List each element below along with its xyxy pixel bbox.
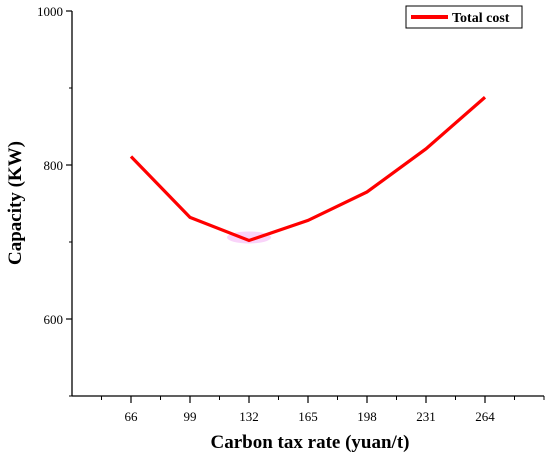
x-tick-label: 165	[298, 409, 318, 424]
y-axis-title: Capacity (KW)	[5, 141, 26, 265]
series-line	[129, 96, 487, 243]
x-tick-label: 231	[416, 409, 436, 424]
legend-box	[405, 5, 523, 29]
x-axis-title: Carbon tax rate (yuan/t)	[211, 432, 410, 453]
plot-area: 66 99 132 165 198 231 264 600 800 1000	[37, 4, 545, 424]
legend-label: Total cost	[452, 11, 510, 26]
x-tick-label: 99	[184, 409, 197, 424]
y-tick-label: 800	[44, 158, 64, 173]
x-ticks: 66 99 132 165 198 231 264	[101, 396, 545, 424]
y-ticks: 600 800 1000	[37, 4, 72, 397]
x-tick-label: 132	[239, 409, 259, 424]
x-tick-label: 66	[125, 409, 139, 424]
y-tick-label: 600	[44, 312, 64, 327]
x-tick-label: 198	[357, 409, 377, 424]
y-tick-label: 1000	[37, 4, 63, 19]
legend: Total cost	[405, 5, 523, 29]
series-layer	[129, 96, 487, 243]
x-tick-label: 264	[475, 409, 495, 424]
